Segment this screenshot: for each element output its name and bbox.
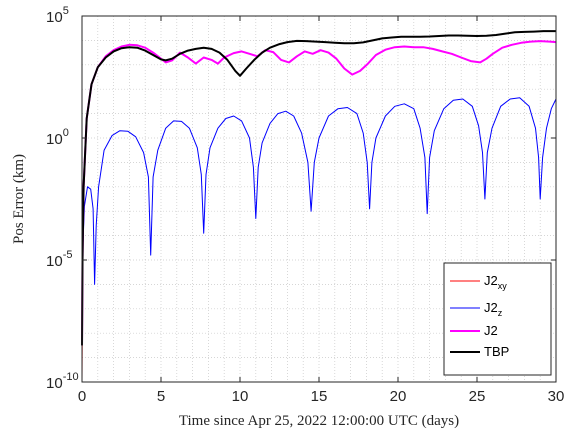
y-axis: 10-10 10-5 100 105 bbox=[46, 5, 556, 392]
x-tick-label: 5 bbox=[157, 388, 165, 405]
y-tick-label: 105 bbox=[46, 5, 69, 26]
series-line-j2z bbox=[81, 97, 557, 322]
series-layer bbox=[81, 30, 557, 383]
x-axis: 0 5 10 15 20 25 30 bbox=[78, 16, 565, 405]
y-axis-label: Pos Error (km) bbox=[11, 154, 27, 244]
legend-label-j2z: J2z bbox=[484, 300, 503, 318]
grid bbox=[82, 16, 556, 382]
y-tick-label: 10-5 bbox=[46, 249, 72, 270]
x-tick-label: 10 bbox=[232, 388, 249, 405]
legend-label-tbp: TBP bbox=[484, 344, 509, 359]
legend-box bbox=[443, 262, 552, 376]
x-tick-label: 15 bbox=[311, 388, 328, 405]
legend-label-j2xy: J2xy bbox=[484, 273, 507, 291]
x-tick-label: 0 bbox=[78, 388, 86, 405]
y-tick-label: 10-10 bbox=[46, 371, 79, 392]
x-tick-label: 30 bbox=[548, 388, 565, 405]
y-tick-label: 100 bbox=[46, 127, 69, 148]
series-line-tbp bbox=[81, 30, 556, 346]
legend: J2xy J2z J2 TBP bbox=[443, 262, 552, 376]
legend-label-j2: J2 bbox=[484, 323, 498, 338]
series-line-j2 bbox=[81, 40, 557, 346]
x-axis-label: Time since Apr 25, 2022 12:00:00 UTC (da… bbox=[179, 413, 459, 429]
x-tick-label: 25 bbox=[469, 388, 486, 405]
x-tick-label: 20 bbox=[390, 388, 407, 405]
